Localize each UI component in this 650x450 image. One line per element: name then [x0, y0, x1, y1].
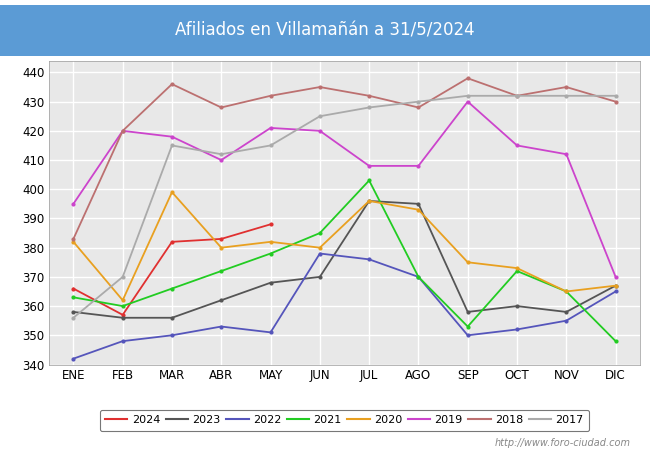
- Text: Afiliados en Villamañán a 31/5/2024: Afiliados en Villamañán a 31/5/2024: [176, 21, 474, 40]
- Legend: 2024, 2023, 2022, 2021, 2020, 2019, 2018, 2017: 2024, 2023, 2022, 2021, 2020, 2019, 2018…: [99, 410, 590, 431]
- Text: http://www.foro-ciudad.com: http://www.foro-ciudad.com: [495, 438, 630, 448]
